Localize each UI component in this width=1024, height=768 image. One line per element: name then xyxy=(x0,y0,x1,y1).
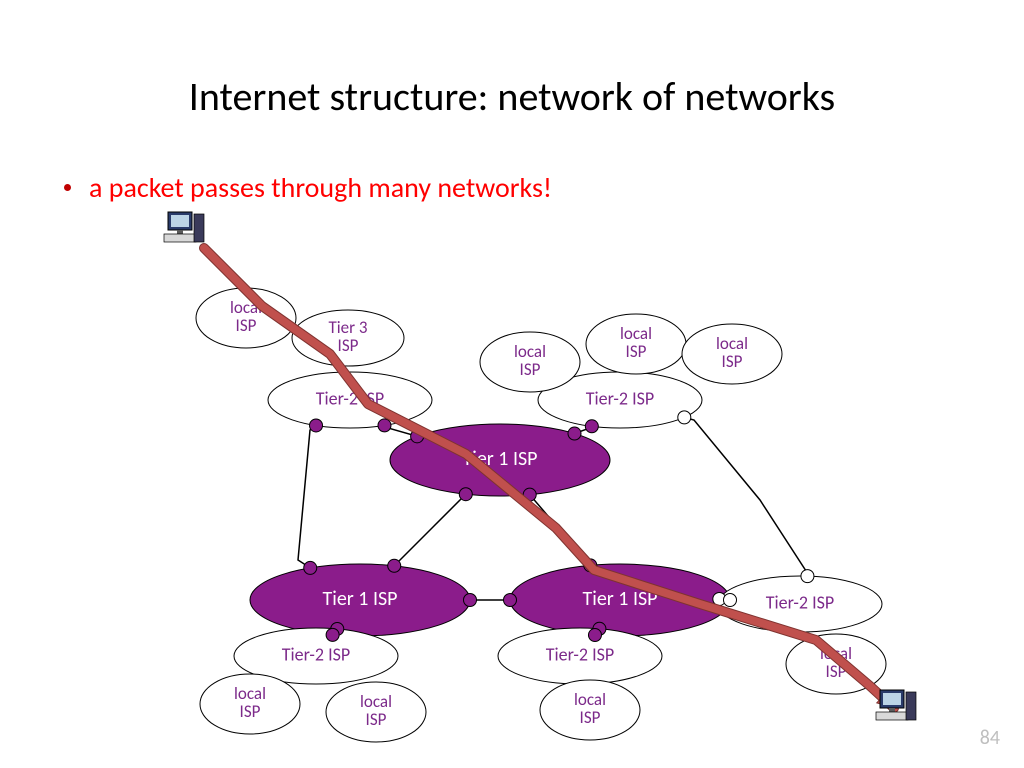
node-t2_r: Tier-2 ISP xyxy=(718,576,882,632)
svg-text:Tier-2 ISP: Tier-2 ISP xyxy=(766,591,834,613)
svg-text:Tier-2 ISP: Tier-2 ISP xyxy=(586,387,654,409)
svg-text:ISP: ISP xyxy=(580,707,601,728)
node-li_tr1: localISP xyxy=(586,314,686,374)
svg-text:Tier-2 ISP: Tier-2 ISP xyxy=(282,643,350,665)
svg-text:ISP: ISP xyxy=(366,709,387,730)
computer-icon xyxy=(876,690,916,720)
svg-text:ISP: ISP xyxy=(338,335,359,356)
node-t2_bc: Tier-2 ISP xyxy=(498,628,662,684)
node-li_bl2: localISP xyxy=(326,682,426,742)
svg-text:ISP: ISP xyxy=(236,315,257,336)
node-li_tr2: localISP xyxy=(682,324,782,384)
slide-number: 84 xyxy=(980,726,1000,750)
node-li_bc: localISP xyxy=(540,680,640,740)
svg-text:Tier 1 ISP: Tier 1 ISP xyxy=(323,587,398,611)
svg-text:ISP: ISP xyxy=(722,351,743,372)
svg-text:Tier-2 ISP: Tier-2 ISP xyxy=(546,643,614,665)
node-li_bl1: localISP xyxy=(200,674,300,734)
network-diagram: Tier 1 ISPTier 1 ISPTier 1 ISPTier-2 ISP… xyxy=(0,0,1024,768)
computer-icon xyxy=(164,212,204,242)
svg-text:ISP: ISP xyxy=(240,701,261,722)
node-t1_left: Tier 1 ISP xyxy=(250,564,470,636)
node-li_tc: localISP xyxy=(480,332,580,392)
svg-text:ISP: ISP xyxy=(626,341,647,362)
svg-text:ISP: ISP xyxy=(520,359,541,380)
